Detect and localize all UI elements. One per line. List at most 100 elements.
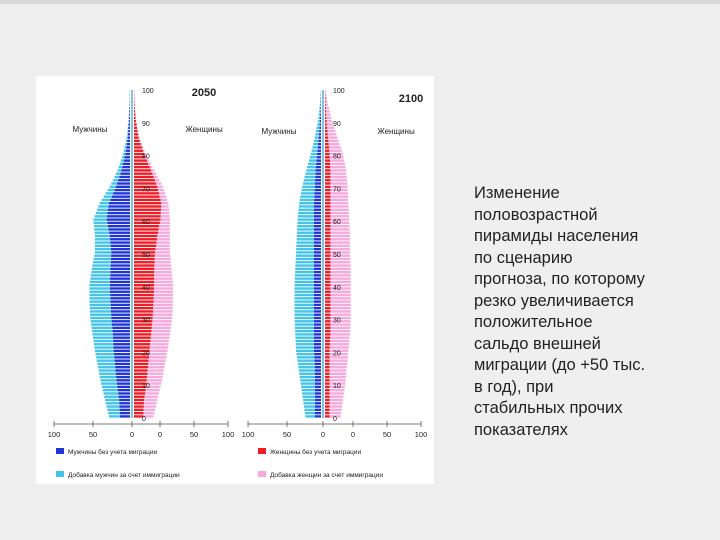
male-base-bar xyxy=(110,277,130,280)
female-migration-bar xyxy=(330,162,345,166)
female-migration-bar xyxy=(154,284,173,287)
male-base-bar xyxy=(110,274,130,277)
female-migration-bar xyxy=(329,415,341,418)
female-base-bar xyxy=(134,172,153,175)
male-migration-bar xyxy=(299,372,315,375)
female-base-bar xyxy=(325,385,330,389)
female-migration-bar xyxy=(326,120,333,123)
male-base-bar xyxy=(127,139,130,143)
male-base-bar xyxy=(314,395,321,398)
male-migration-bar xyxy=(302,185,315,188)
female-migration-bar xyxy=(330,198,349,202)
male-migration-bar xyxy=(297,221,314,225)
male-base-bar xyxy=(313,218,321,221)
female-migration-bar xyxy=(156,241,170,244)
legend-swatch xyxy=(56,471,64,477)
female-migration-bar xyxy=(151,326,171,330)
male-base-bar xyxy=(113,339,130,343)
female-base-bar xyxy=(325,306,331,310)
female-base-bar xyxy=(325,238,331,241)
male-base-bar xyxy=(313,238,321,241)
female-base-bar xyxy=(325,284,331,287)
male-base-bar xyxy=(313,231,321,234)
female-migration-bar xyxy=(158,192,166,195)
female-migration-bar xyxy=(147,372,164,375)
male-base-bar xyxy=(109,284,130,287)
male-base-bar xyxy=(107,224,130,228)
male-base-bar xyxy=(128,126,130,129)
male-migration-bar xyxy=(297,224,314,228)
female-migration-bar xyxy=(329,359,348,362)
male-migration-bar xyxy=(303,182,315,185)
male-base-bar xyxy=(122,165,130,169)
male-base-bar xyxy=(313,343,321,346)
female-base-bar xyxy=(134,110,136,113)
female-migration-bar xyxy=(330,228,350,231)
male-migration-bar xyxy=(294,293,314,297)
female-migration-bar xyxy=(161,202,169,205)
male-migration-bar xyxy=(108,411,120,415)
male-migration-bar xyxy=(300,379,315,382)
female-base-bar xyxy=(134,379,147,382)
female-migration-bar xyxy=(153,310,173,313)
female-migration-bar xyxy=(160,215,170,218)
male-base-bar xyxy=(116,379,130,382)
male-migration-bar xyxy=(316,129,320,133)
female-base-bar xyxy=(325,165,331,169)
female-base-bar xyxy=(325,221,331,225)
female-migration-bar xyxy=(330,254,351,257)
x-tick-label: 0 xyxy=(130,430,134,439)
male-base-bar xyxy=(110,306,130,310)
female-base-bar xyxy=(134,369,148,372)
female-base-bar xyxy=(134,241,157,244)
male-migration-bar xyxy=(94,231,110,234)
female-base-bar xyxy=(325,228,331,231)
male-migration-bar xyxy=(295,333,314,336)
male-migration-bar xyxy=(98,205,109,208)
female-base-bar xyxy=(325,408,330,412)
female-base-bar xyxy=(325,402,330,405)
male-base-bar xyxy=(314,411,321,415)
female-base-bar xyxy=(134,261,155,264)
female-base-bar xyxy=(134,310,154,313)
female-base-bar xyxy=(325,169,331,172)
female-base-bar xyxy=(325,218,331,221)
x-tick-label: 50 xyxy=(190,430,198,439)
male-migration-bar xyxy=(295,254,314,257)
female-base-bar xyxy=(325,343,330,346)
female-migration-bar xyxy=(330,320,351,323)
male-migration-bar xyxy=(101,198,111,202)
male-migration-bar xyxy=(99,372,116,375)
male-migration-bar xyxy=(94,234,110,238)
female-base-bar xyxy=(134,234,158,238)
male-migration-bar xyxy=(94,228,109,231)
female-base-bar xyxy=(325,234,331,238)
male-base-bar xyxy=(318,142,321,146)
female-migration-bar xyxy=(149,352,167,356)
male-base-bar xyxy=(119,402,130,405)
male-migration-bar xyxy=(294,303,314,307)
male-base-bar xyxy=(108,228,130,231)
male-base-bar xyxy=(313,224,321,228)
male-migration-bar xyxy=(296,251,314,254)
female-base-bar xyxy=(325,198,331,202)
male-migration-bar xyxy=(127,129,129,133)
male-base-bar xyxy=(314,398,321,402)
male-base-bar xyxy=(314,405,321,408)
female-base-bar xyxy=(134,228,159,231)
female-migration-bar xyxy=(330,169,347,172)
male-base-bar xyxy=(110,264,130,267)
male-migration-bar xyxy=(93,339,114,343)
female-migration-bar xyxy=(330,316,351,320)
male-base-bar xyxy=(313,257,321,261)
female-base-bar xyxy=(325,352,330,356)
female-base-bar xyxy=(325,120,327,123)
female-migration-bar xyxy=(146,385,161,389)
age-tick-label: 90 xyxy=(333,121,341,128)
female-label: Женщины xyxy=(185,125,223,134)
x-tick-label: 100 xyxy=(415,430,428,439)
female-migration-bar xyxy=(158,231,170,234)
female-migration-bar xyxy=(329,392,344,395)
male-migration-bar xyxy=(301,385,315,389)
male-migration-bar xyxy=(294,290,314,293)
